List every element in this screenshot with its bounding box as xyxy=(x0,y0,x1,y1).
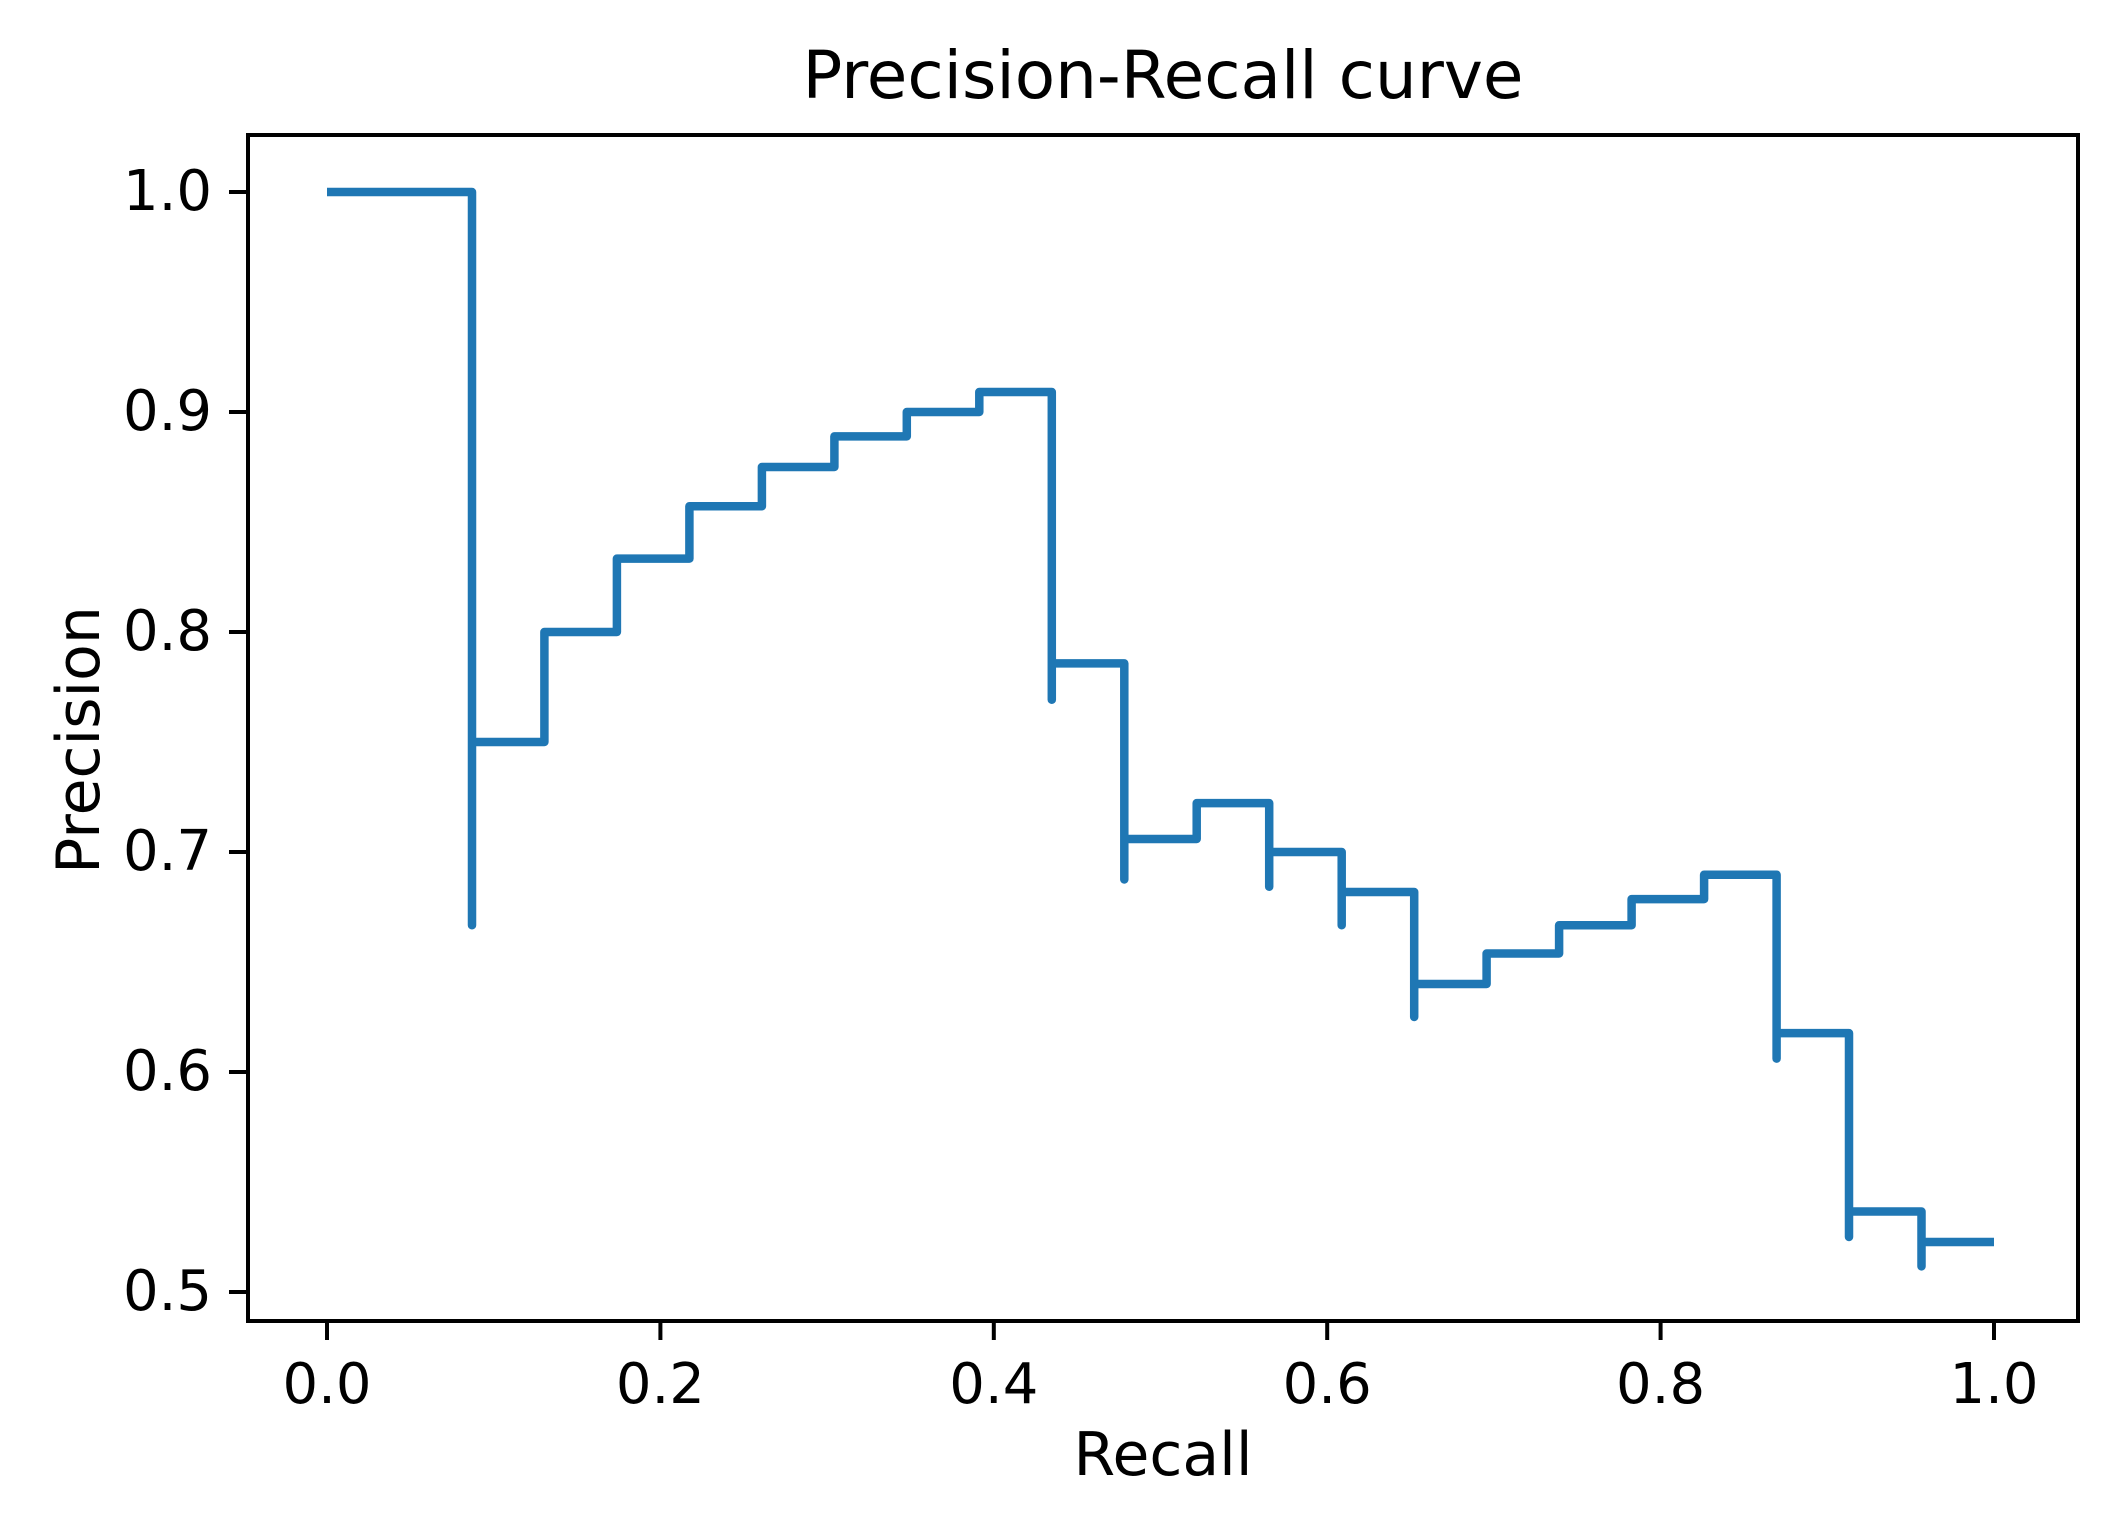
x-tick-label: 0.4 xyxy=(949,1352,1039,1417)
y-tick-label: 0.8 xyxy=(122,598,212,664)
y-tick-label: 0.9 xyxy=(122,378,212,444)
chart-title: Precision-Recall curve xyxy=(802,37,1524,114)
precision-recall-curve-line xyxy=(327,187,1994,1271)
x-tick-label: 0.2 xyxy=(615,1352,705,1417)
y-tick-label: 0.7 xyxy=(122,818,212,884)
plot-area-border xyxy=(246,133,2080,1323)
y-tick-label: 0.5 xyxy=(122,1258,212,1324)
x-axis-label: Recall xyxy=(1073,1420,1253,1490)
x-tick-label: 1.0 xyxy=(1949,1352,2039,1417)
y-tick-label: 0.6 xyxy=(122,1038,212,1104)
x-tick-label: 0.0 xyxy=(282,1352,372,1417)
x-tick-label: 0.8 xyxy=(1616,1352,1706,1417)
tick-marks xyxy=(229,189,1996,1340)
x-tick-label: 0.6 xyxy=(1282,1352,1372,1417)
y-tick-label: 1.0 xyxy=(122,158,212,224)
y-axis-label: Precision xyxy=(44,606,114,874)
